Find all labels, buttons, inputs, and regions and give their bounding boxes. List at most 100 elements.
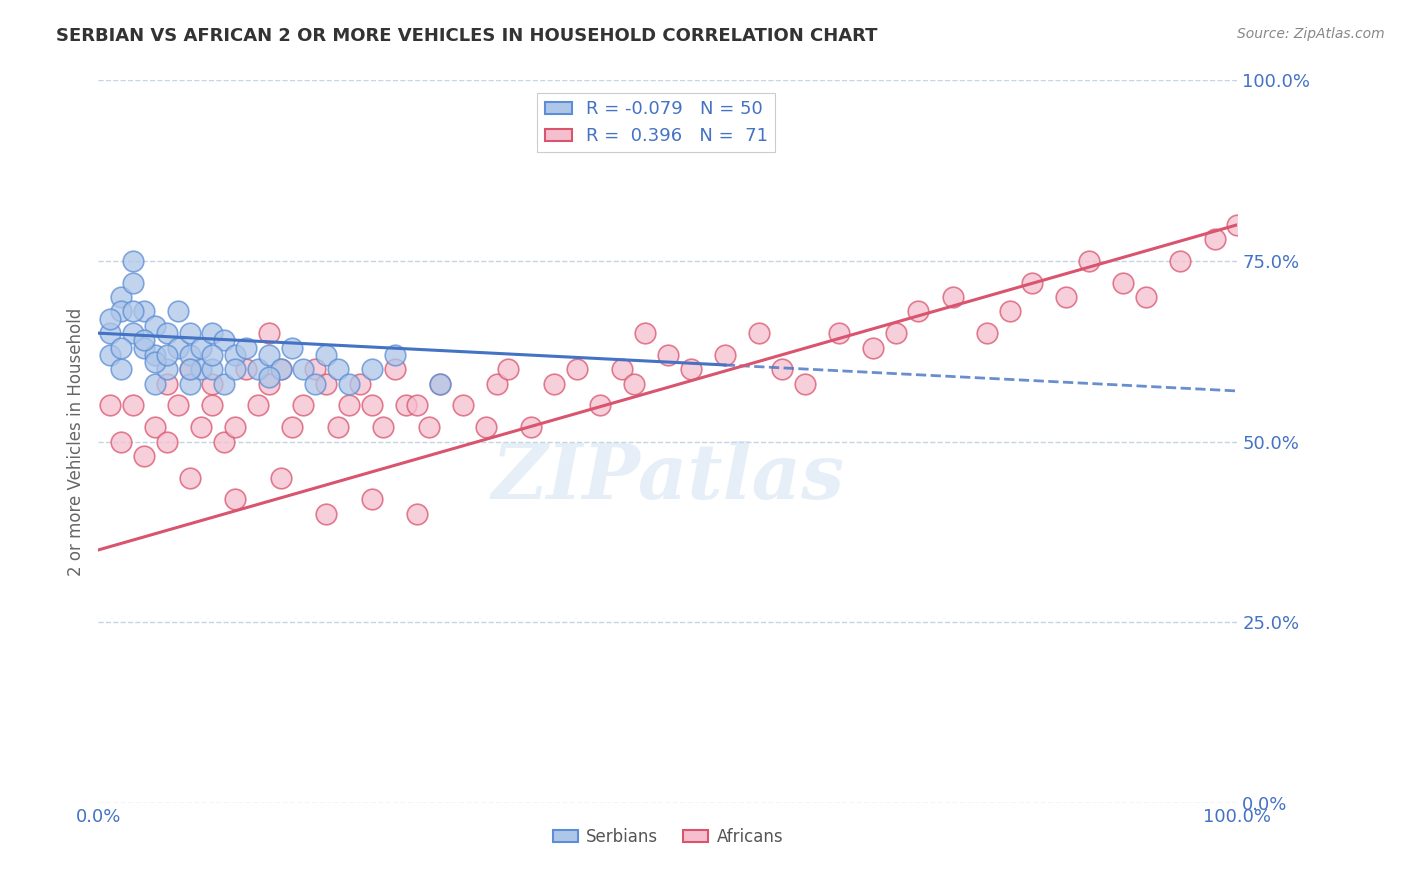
Point [349,376,371,391]
Point [304,376,326,391]
Point [384,362,406,376]
Point [1021,276,1043,290]
Point [292,398,315,412]
Text: SERBIAN VS AFRICAN 2 OR MORE VEHICLES IN HOUSEHOLD CORRELATION CHART: SERBIAN VS AFRICAN 2 OR MORE VEHICLES IN… [56,27,877,45]
Point [156,434,179,449]
Point [110,304,132,318]
Point [281,341,304,355]
Point [235,362,257,376]
Point [235,341,257,355]
Point [145,318,167,333]
Point [224,492,246,507]
Point [1056,290,1078,304]
Point [246,398,269,412]
Point [110,341,132,355]
Point [121,398,143,412]
Point [360,362,382,376]
Point [132,449,155,463]
Point [748,326,770,341]
Point [224,348,246,362]
Text: Source: ZipAtlas.com: Source: ZipAtlas.com [1237,27,1385,41]
Point [406,507,429,521]
Point [588,398,610,412]
Point [201,326,224,341]
Point [110,290,132,304]
Point [270,471,292,485]
Point [1078,253,1101,268]
Point [862,341,884,355]
Point [1226,218,1249,232]
Point [520,420,543,434]
Point [121,276,143,290]
Point [1170,253,1192,268]
Y-axis label: 2 or more Vehicles in Household: 2 or more Vehicles in Household [66,308,84,575]
Point [259,326,281,341]
Point [326,362,349,376]
Point [384,348,406,362]
Point [179,362,201,376]
Point [304,362,326,376]
Point [145,355,167,369]
Point [793,376,815,391]
Point [907,304,929,318]
Point [474,420,496,434]
Point [201,398,224,412]
Point [145,420,167,434]
Point [179,362,201,376]
Point [212,434,235,449]
Point [270,362,292,376]
Point [360,398,382,412]
Point [942,290,965,304]
Point [212,376,235,391]
Point [565,362,588,376]
Point [110,362,132,376]
Point [543,376,565,391]
Point [121,304,143,318]
Point [270,362,292,376]
Point [145,376,167,391]
Point [156,362,179,376]
Point [315,507,337,521]
Point [360,492,382,507]
Point [201,376,224,391]
Point [770,362,793,376]
Point [281,420,304,434]
Point [315,348,337,362]
Point [132,304,155,318]
Point [486,376,509,391]
Point [167,304,190,318]
Point [259,369,281,384]
Point [121,253,143,268]
Point [395,398,418,412]
Point [679,362,702,376]
Point [190,341,212,355]
Point [156,348,179,362]
Point [451,398,474,412]
Point [337,376,360,391]
Point [156,376,179,391]
Point [498,362,520,376]
Point [224,362,246,376]
Point [179,326,201,341]
Point [98,398,121,412]
Point [132,334,155,348]
Point [98,311,121,326]
Point [110,434,132,449]
Legend: Serbians, Africans: Serbians, Africans [546,821,790,852]
Point [145,348,167,362]
Point [406,398,429,412]
Point [179,348,201,362]
Point [612,362,634,376]
Point [201,362,224,376]
Point [190,420,212,434]
Point [657,348,679,362]
Point [998,304,1021,318]
Point [976,326,998,341]
Point [224,420,246,434]
Point [429,376,451,391]
Point [179,471,201,485]
Point [259,376,281,391]
Point [246,362,269,376]
Point [98,348,121,362]
Point [623,376,645,391]
